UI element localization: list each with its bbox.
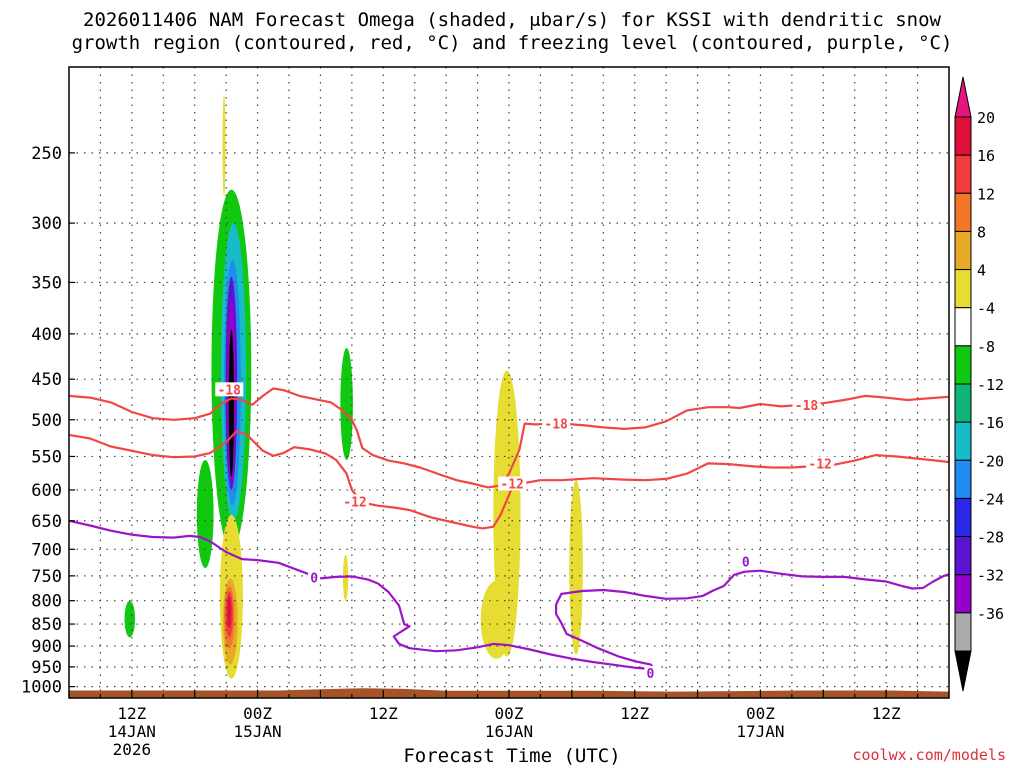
x-tick-label: 00Z [243, 704, 272, 723]
x-tick-label: 00Z [746, 704, 775, 723]
x-tick-label: 12Z [117, 704, 146, 723]
y-tick-label: 750 [31, 567, 62, 587]
colorbar-label: -28 [977, 529, 1004, 547]
y-tick-label: 400 [31, 325, 62, 345]
omega-region [340, 348, 353, 460]
contour-label: -12 [500, 477, 523, 492]
omega-region [342, 554, 349, 601]
contour-label-bg [308, 570, 321, 585]
contour-label: -12 [343, 495, 366, 510]
y-tick-label: 450 [31, 370, 62, 390]
colorbar-segment [954, 154, 972, 194]
contour-label: 0 [742, 556, 750, 571]
contour-label-bg [644, 665, 657, 680]
y-tick-label: 800 [31, 592, 62, 612]
colorbar-segment [954, 383, 972, 423]
colorbar-segment [954, 421, 972, 461]
y-tick-label: 600 [31, 481, 62, 501]
colorbar-label: 8 [977, 223, 986, 241]
colorbar-label: -16 [977, 414, 1004, 432]
x-tick-label: 17JAN [736, 722, 784, 741]
y-tick-label: 950 [31, 658, 62, 678]
colorbar-label: -24 [977, 490, 1004, 508]
contour-label-bg [542, 416, 571, 431]
contour-line [69, 387, 949, 489]
contour-label-bg [341, 494, 369, 509]
omega-region [196, 459, 214, 569]
colorbar-label: 12 [977, 185, 995, 203]
contours: -18 -18 -18 -12 -12 -12 0 0 0 [69, 382, 949, 682]
contour-line [69, 430, 949, 530]
x-tick-label: 12Z [369, 704, 398, 723]
grid-lines [69, 67, 949, 698]
credit-text: coolwx.com/models [852, 746, 1006, 764]
y-tick-label: 650 [31, 512, 62, 532]
colorbar-top-arrow [954, 76, 972, 118]
contour-label-bg [806, 456, 835, 471]
x-tick-label: 16JAN [485, 722, 533, 741]
contour-label: -18 [544, 418, 568, 433]
contour-label: 0 [310, 571, 318, 586]
colorbar-bottom-arrow [954, 650, 972, 692]
omega-region [480, 580, 513, 659]
contour-label-bg [215, 382, 244, 397]
y-tick-label: 900 [31, 637, 62, 657]
colorbar-segment [954, 269, 972, 309]
colorbar-segment [954, 230, 972, 271]
colorbar-label: 20 [977, 109, 995, 127]
x-tick-label: 12Z [620, 704, 649, 723]
colorbar-label: -8 [977, 338, 995, 356]
colorbar-label: -36 [977, 605, 1004, 623]
contour-label: -18 [218, 383, 242, 398]
colorbar-segment [954, 574, 972, 614]
colorbar-segment [954, 307, 972, 347]
contour-label-bg [792, 397, 821, 412]
y-tick-label: 850 [31, 615, 62, 635]
chart-title-line-2: growth region (contoured, red, °C) and f… [71, 32, 953, 54]
y-tick-label: 700 [31, 540, 62, 560]
x-axis-title: Forecast Time (UTC) [403, 745, 621, 767]
colorbar-segment [954, 459, 972, 499]
colorbar-label: -4 [977, 300, 995, 318]
chart-title-line-1: 2026011406 NAM Forecast Omega (shaded, μ… [83, 9, 941, 31]
contour-line [69, 519, 949, 670]
colorbar-segment [954, 345, 972, 385]
colorbar-segment [954, 612, 972, 652]
y-axis: 2503003504004505005506006507007508008509… [21, 144, 75, 698]
y-tick-label: 250 [31, 144, 62, 164]
contour-label: -18 [795, 399, 819, 414]
colorbar-segment [954, 536, 972, 576]
colorbar-label: 4 [977, 262, 986, 280]
colorbar-label: -32 [977, 567, 1004, 585]
omega-region [569, 480, 583, 655]
contour-label: -12 [808, 457, 831, 472]
y-tick-label: 1000 [21, 678, 62, 698]
omega-region [222, 94, 226, 197]
colorbar-label: -20 [977, 452, 1004, 470]
colorbar-segment [954, 497, 972, 538]
colorbar-segment [954, 192, 972, 232]
colorbar: 20 16 12 8 4 -4 -8 -12 -16 -20 -24 -28 -32 -36 [954, 76, 1004, 692]
x-tick-label: 12Z [872, 704, 901, 723]
colorbar-segment [954, 116, 972, 156]
contour-label-bg [498, 476, 527, 491]
contour-label: 0 [647, 667, 655, 682]
y-tick-label: 500 [31, 411, 62, 431]
colorbar-label: -12 [977, 376, 1004, 394]
colorbar-label: 16 [977, 147, 995, 165]
x-tick-label: 2026 [113, 740, 152, 759]
contour-label-bg [739, 554, 752, 569]
y-tick-label: 550 [31, 447, 62, 467]
x-tick-label: 15JAN [233, 722, 281, 741]
y-tick-label: 350 [31, 273, 62, 293]
x-tick-label: 00Z [495, 704, 524, 723]
omega-region [124, 600, 135, 638]
x-tick-label: 14JAN [108, 722, 156, 741]
omega-region [228, 329, 234, 477]
omega-region [227, 595, 232, 629]
y-tick-label: 300 [31, 214, 62, 234]
